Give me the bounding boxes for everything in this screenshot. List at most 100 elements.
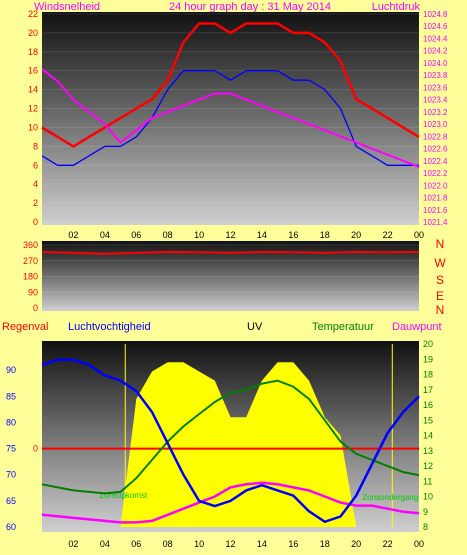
x-tick-label: 20 bbox=[351, 539, 361, 549]
x-tick-label: 12 bbox=[225, 539, 235, 549]
x-tick-label: 20 bbox=[351, 230, 361, 240]
wind-direction-line bbox=[41, 250, 420, 255]
temperature-tick-label: 16 bbox=[423, 400, 433, 410]
x-tick-label: 12 bbox=[225, 230, 235, 240]
pressure-tick-label: 1021.4 bbox=[423, 218, 448, 227]
pressure-tick-label: 1022.2 bbox=[423, 169, 448, 178]
x-tick-label: 14 bbox=[257, 539, 267, 549]
wind-panel bbox=[42, 12, 419, 225]
rain-label: Regenval bbox=[2, 321, 48, 333]
compass-w: W bbox=[434, 256, 446, 270]
compass-s: S bbox=[436, 273, 444, 287]
pressure-tick-label: 1023.2 bbox=[423, 108, 448, 117]
pressure-line bbox=[41, 68, 420, 168]
x-tick-label: 00 bbox=[414, 230, 424, 240]
x-tick-label: 02 bbox=[68, 539, 78, 549]
wind-speed-label: Windsnelheid bbox=[34, 1, 100, 13]
dewpoint-label: Dauwpunt bbox=[392, 321, 442, 333]
pressure-tick-label: 1024.0 bbox=[423, 59, 448, 68]
humidity-tick-label: 75 bbox=[6, 444, 16, 454]
wind-speed-line bbox=[41, 22, 420, 148]
wind-tick-label: 14 bbox=[28, 85, 38, 95]
pressure-tick-label: 1024.4 bbox=[423, 34, 448, 43]
pressure-tick-label: 1023.8 bbox=[423, 71, 448, 80]
direction-tick-label: 180 bbox=[23, 272, 38, 282]
x-tick-label: 16 bbox=[288, 230, 298, 240]
x-tick-label: 18 bbox=[320, 539, 330, 549]
pressure-tick-label: 1024.6 bbox=[423, 22, 448, 31]
x-tick-label: 18 bbox=[320, 230, 330, 240]
wind-tick-label: 18 bbox=[28, 47, 38, 57]
wind-tick-label: 20 bbox=[28, 28, 38, 38]
x-tick-label: 16 bbox=[288, 539, 298, 549]
wind-tick-label: 0 bbox=[33, 217, 38, 227]
temperature-tick-label: 17 bbox=[423, 385, 433, 395]
sunset-label: Zonsondergang bbox=[362, 493, 418, 502]
temperature-tick-label: 9 bbox=[423, 507, 428, 517]
x-tick-label: 10 bbox=[194, 539, 204, 549]
pressure-tick-label: 1023.4 bbox=[423, 96, 448, 105]
pressure-tick-label: 1023.0 bbox=[423, 120, 448, 129]
pressure-tick-label: 1022.4 bbox=[423, 157, 448, 166]
humidity-tick-label: 70 bbox=[6, 470, 16, 480]
compass-n-bottom: N bbox=[436, 303, 445, 317]
temperature-tick-label: 14 bbox=[423, 431, 433, 441]
temperature-tick-label: 15 bbox=[423, 415, 433, 425]
wind-tick-label: 10 bbox=[28, 122, 38, 132]
temperature-tick-label: 19 bbox=[423, 354, 433, 364]
chart-title: 24 hour graph day : 31 May 2014 bbox=[169, 1, 331, 13]
x-tick-label: 10 bbox=[194, 230, 204, 240]
temperature-tick-label: 12 bbox=[423, 461, 433, 471]
x-tick-label: 04 bbox=[100, 539, 110, 549]
dewpoint-line bbox=[41, 481, 420, 524]
pressure-tick-label: 1022.8 bbox=[423, 132, 448, 141]
wind-chart: 02468101214161820221021.41021.61021.8102… bbox=[28, 9, 448, 240]
temperature-tick-label: 13 bbox=[423, 446, 433, 456]
temperature-tick-label: 11 bbox=[423, 476, 432, 486]
temperature-tick-label: 18 bbox=[423, 370, 433, 380]
pressure-tick-label: 1021.8 bbox=[423, 194, 448, 203]
wind-tick-label: 22 bbox=[28, 9, 38, 19]
x-tick-label: 22 bbox=[383, 230, 393, 240]
pressure-tick-label: 1024.2 bbox=[423, 47, 448, 56]
direction-chart: 0 90 180 270 360 bbox=[23, 240, 420, 313]
wind-tick-label: 4 bbox=[33, 179, 38, 189]
direction-tick-label: 360 bbox=[23, 240, 38, 250]
x-tick-label: 06 bbox=[131, 230, 141, 240]
pressure-label: Luchtdruk bbox=[372, 1, 421, 13]
humidity-tick-label: 60 bbox=[6, 522, 16, 532]
pressure-tick-label: 1022.0 bbox=[423, 181, 448, 190]
humidity-chart: Zonsopkomst Zonsondergang6065707580859089… bbox=[6, 339, 433, 549]
x-tick-label: 02 bbox=[68, 230, 78, 240]
x-tick-label: 08 bbox=[163, 230, 173, 240]
compass-labels: N W S E N bbox=[434, 237, 446, 317]
x-tick-label: 00 bbox=[414, 539, 424, 549]
wind-tick-label: 8 bbox=[33, 141, 38, 151]
temperature-line bbox=[41, 379, 420, 495]
temperature-label: Temperatuur bbox=[312, 321, 374, 333]
x-tick-label: 14 bbox=[257, 230, 267, 240]
wind-tick-label: 6 bbox=[33, 160, 38, 170]
x-tick-label: 04 bbox=[100, 230, 110, 240]
humidity-line bbox=[41, 358, 420, 524]
x-tick-label: 06 bbox=[131, 539, 141, 549]
humidity-label: Luchtvochtigheid bbox=[68, 321, 151, 333]
uv-label: UV bbox=[247, 321, 263, 333]
compass-e: E bbox=[436, 289, 444, 303]
x-tick-label: 08 bbox=[163, 539, 173, 549]
wind-tick-label: 16 bbox=[28, 66, 38, 76]
humidity-tick-label: 85 bbox=[6, 391, 16, 401]
wind-gust-line bbox=[41, 70, 419, 166]
direction-tick-label: 270 bbox=[23, 256, 38, 266]
direction-tick-label: 0 bbox=[33, 303, 38, 313]
sunrise-label: Zonsopkomst bbox=[99, 491, 148, 500]
wind-tick-label: 2 bbox=[33, 198, 38, 208]
compass-n-top: N bbox=[436, 237, 445, 251]
temperature-tick-label: 10 bbox=[423, 492, 433, 502]
temperature-tick-label: 20 bbox=[423, 339, 433, 349]
humidity-tick-label: 65 bbox=[6, 496, 16, 506]
pressure-tick-label: 1024.8 bbox=[423, 10, 448, 19]
humidity-tick-label: 90 bbox=[6, 365, 16, 375]
pressure-tick-label: 1023.6 bbox=[423, 83, 448, 92]
